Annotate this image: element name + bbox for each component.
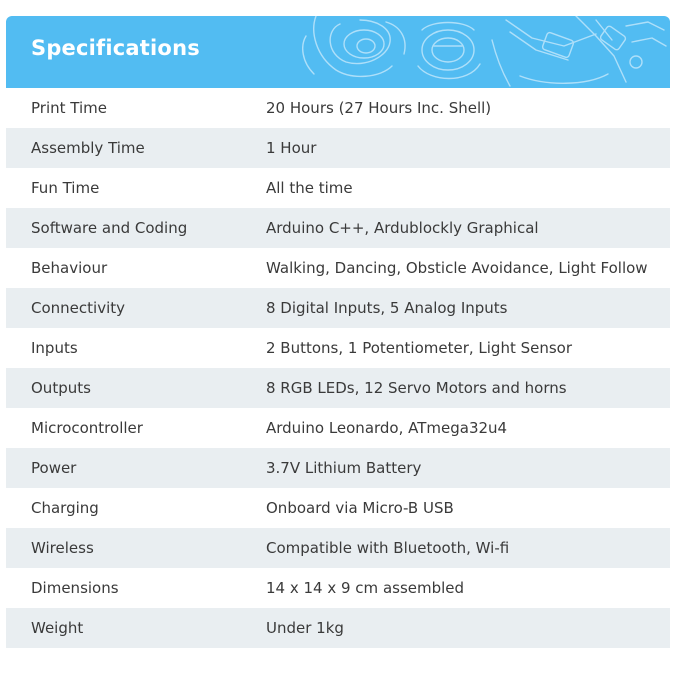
spec-value: Walking, Dancing, Obsticle Avoidance, Li…: [266, 259, 648, 277]
spec-row-software: Software and Coding Arduino C++, Ardublo…: [6, 208, 670, 248]
spec-value: Compatible with Bluetooth, Wi-fi: [266, 539, 510, 557]
spec-label: Fun Time: [31, 179, 100, 197]
spec-value: 2 Buttons, 1 Potentiometer, Light Sensor: [266, 339, 573, 357]
spec-label: Weight: [31, 619, 84, 637]
spec-row-wireless: Wireless Compatible with Bluetooth, Wi-f…: [6, 528, 670, 568]
spec-row-print-time: Print Time 20 Hours (27 Hours Inc. Shell…: [6, 88, 670, 128]
spec-row-connectivity: Connectivity 8 Digital Inputs, 5 Analog …: [6, 288, 670, 328]
spec-row-power: Power 3.7V Lithium Battery: [6, 448, 670, 488]
spec-label: Outputs: [31, 379, 91, 397]
spec-value: 1 Hour: [266, 139, 317, 157]
spec-label: Assembly Time: [31, 139, 145, 157]
spec-value: 14 x 14 x 9 cm assembled: [266, 579, 465, 597]
specifications-header: Specifications: [6, 16, 670, 88]
spec-value: 8 Digital Inputs, 5 Analog Inputs: [266, 299, 508, 317]
spec-label: Behaviour: [31, 259, 108, 277]
spec-label: Power: [31, 459, 77, 477]
spec-value: 20 Hours (27 Hours Inc. Shell): [266, 99, 492, 117]
spec-value: Onboard via Micro-B USB: [266, 499, 454, 517]
spec-row-outputs: Outputs 8 RGB LEDs, 12 Servo Motors and …: [6, 368, 670, 408]
spec-row-inputs: Inputs 2 Buttons, 1 Potentiometer, Light…: [6, 328, 670, 368]
spec-row-assembly-time: Assembly Time 1 Hour: [6, 128, 670, 168]
spec-value: 3.7V Lithium Battery: [266, 459, 422, 477]
spec-label: Connectivity: [31, 299, 125, 317]
spec-value: All the time: [266, 179, 353, 197]
spec-label: Inputs: [31, 339, 78, 357]
spec-value: Arduino C++, Ardublockly Graphical: [266, 219, 539, 237]
spec-label: Print Time: [31, 99, 107, 117]
spec-label: Software and Coding: [31, 219, 188, 237]
section-title: Specifications: [31, 36, 200, 60]
spec-label: Charging: [31, 499, 99, 517]
specifications-card: Specifications: [6, 16, 670, 648]
spec-value: Under 1kg: [266, 619, 344, 637]
spec-label: Wireless: [31, 539, 94, 557]
spec-value: 8 RGB LEDs, 12 Servo Motors and horns: [266, 379, 567, 397]
robot-sketch-icon: [302, 16, 667, 87]
spec-row-dimensions: Dimensions 14 x 14 x 9 cm assembled: [6, 568, 670, 608]
specifications-table: Print Time 20 Hours (27 Hours Inc. Shell…: [6, 88, 670, 648]
spec-row-behaviour: Behaviour Walking, Dancing, Obsticle Avo…: [6, 248, 670, 288]
spec-label: Dimensions: [31, 579, 119, 597]
spec-row-charging: Charging Onboard via Micro-B USB: [6, 488, 670, 528]
spec-row-weight: Weight Under 1kg: [6, 608, 670, 648]
spec-label: Microcontroller: [31, 419, 143, 437]
spec-value: Arduino Leonardo, ATmega32u4: [266, 419, 508, 437]
spec-row-fun-time: Fun Time All the time: [6, 168, 670, 208]
spec-row-microcontroller: Microcontroller Arduino Leonardo, ATmega…: [6, 408, 670, 448]
